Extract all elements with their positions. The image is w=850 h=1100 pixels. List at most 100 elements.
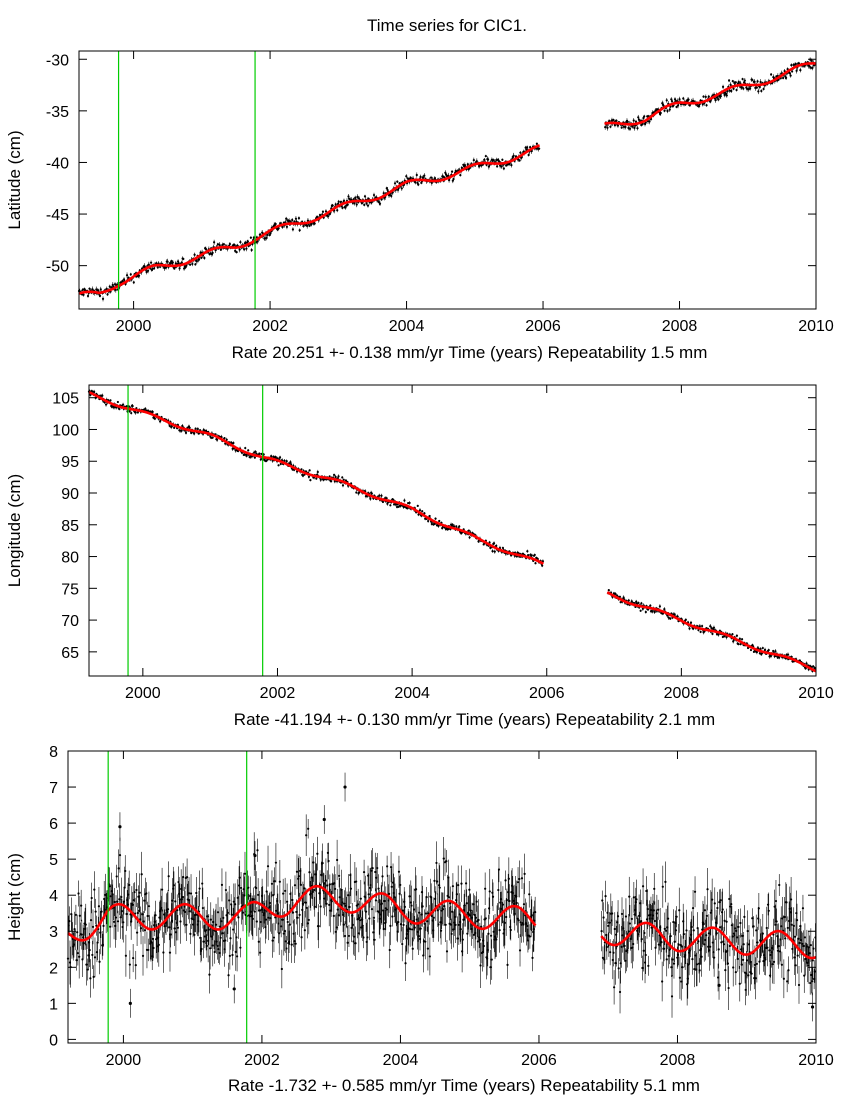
height-data-point: [300, 936, 303, 939]
height-data-point: [372, 931, 375, 934]
longitude-data-point: [541, 564, 544, 567]
height-data-point: [354, 942, 357, 945]
latitude-x-tick-label: 2004: [389, 318, 425, 335]
latitude-data-point: [450, 170, 454, 173]
latitude-data-point: [177, 262, 180, 265]
longitude-data-point: [640, 602, 643, 605]
height-data-point: [435, 861, 438, 865]
longitude-data-point: [468, 536, 471, 539]
latitude-data-point: [308, 224, 311, 227]
height-data-point: [366, 936, 369, 939]
height-data-point: [234, 903, 237, 906]
height-data-point: [351, 923, 354, 926]
height-data-point: [182, 875, 185, 879]
height-data-point: [82, 942, 85, 945]
longitude-data-point: [699, 630, 702, 633]
latitude-data-point: [285, 225, 289, 228]
height-data-point: [451, 885, 455, 888]
height-data-point: [124, 869, 127, 873]
latitude-data-point: [675, 105, 678, 109]
longitude-data-point: [168, 424, 171, 427]
latitude-data-point: [321, 210, 325, 213]
longitude-data-point: [427, 519, 430, 523]
latitude-data-point: [342, 199, 346, 202]
height-data-point: [291, 898, 294, 902]
height-data-point: [229, 937, 232, 940]
height-data-point: [115, 875, 118, 878]
latitude-data-point: [606, 126, 609, 129]
longitude-data-point: [254, 450, 257, 453]
latitude-data-point: [238, 248, 241, 251]
longitude-data-point: [692, 627, 695, 630]
height-data-point: [290, 943, 293, 946]
height-data-point: [430, 896, 433, 899]
height-data-point: [202, 940, 205, 943]
latitude-data-point: [105, 287, 108, 291]
height-data-point: [343, 934, 347, 938]
height-data-point: [195, 891, 198, 895]
height-data-point: [313, 905, 316, 908]
latitude-x-tick-label: 2010: [798, 318, 834, 335]
height-data-point: [273, 880, 276, 883]
height-data-point: [317, 925, 320, 928]
longitude-data-point: [408, 501, 411, 505]
longitude-data-point: [315, 477, 318, 480]
latitude-data-point: [729, 83, 732, 86]
longitude-data-point: [156, 413, 159, 416]
longitude-fit-line-segment-2: [606, 591, 817, 673]
height-data-point: [227, 974, 230, 977]
height-data-point: [125, 912, 128, 916]
longitude-data-point: [109, 399, 112, 402]
height-data-point: [185, 923, 188, 926]
height-data-point: [117, 867, 120, 870]
latitude-data-point: [740, 85, 743, 89]
height-data-point: [209, 947, 212, 950]
height-data-point: [264, 918, 268, 921]
longitude-data-point: [673, 613, 676, 616]
longitude-data-point: [434, 517, 437, 520]
latitude-data-point: [632, 119, 635, 122]
height-data-point: [286, 900, 289, 903]
height-data-point: [228, 899, 231, 902]
height-data-point: [325, 902, 328, 905]
height-data-point: [143, 899, 146, 902]
longitude-data-point: [355, 491, 358, 494]
latitude-data-point: [730, 89, 733, 93]
height-data-point: [449, 902, 452, 905]
latitude-data-point: [604, 126, 607, 129]
latitude-data-point: [487, 158, 490, 161]
latitude-data-point: [372, 193, 376, 197]
height-data-point: [410, 904, 413, 907]
longitude-data-point: [769, 654, 773, 658]
height-data-point: [247, 886, 250, 889]
latitude-data-point: [137, 274, 141, 277]
height-data-point: [235, 936, 238, 939]
longitude-data-point: [144, 407, 147, 410]
longitude-data-point: [247, 449, 250, 452]
height-data-point: [337, 874, 341, 877]
longitude-data-point: [737, 643, 740, 646]
longitude-data-point: [761, 646, 764, 650]
height-data-point: [118, 854, 122, 857]
latitude-data-point: [808, 65, 811, 68]
height-data-point: [230, 903, 233, 906]
height-data-point: [214, 923, 218, 926]
height-data-point: [361, 924, 364, 927]
height-data-point: [412, 908, 416, 911]
longitude-data-point: [128, 409, 131, 413]
height-data-point: [295, 870, 299, 873]
longitude-data-point: [455, 525, 458, 528]
height-data-point: [364, 910, 368, 913]
height-data-point: [382, 909, 385, 912]
height-data-point: [80, 933, 83, 936]
height-data-point: [372, 916, 376, 919]
height-data-point: [328, 903, 331, 906]
latitude-data-point: [132, 281, 135, 284]
longitude-data-point: [194, 427, 197, 430]
latitude-data-point: [234, 249, 237, 252]
height-data-point: [228, 954, 231, 957]
height-data-point: [174, 900, 177, 903]
latitude-data-point: [769, 73, 773, 76]
height-data-point: [252, 898, 255, 901]
latitude-data-point: [106, 293, 109, 296]
